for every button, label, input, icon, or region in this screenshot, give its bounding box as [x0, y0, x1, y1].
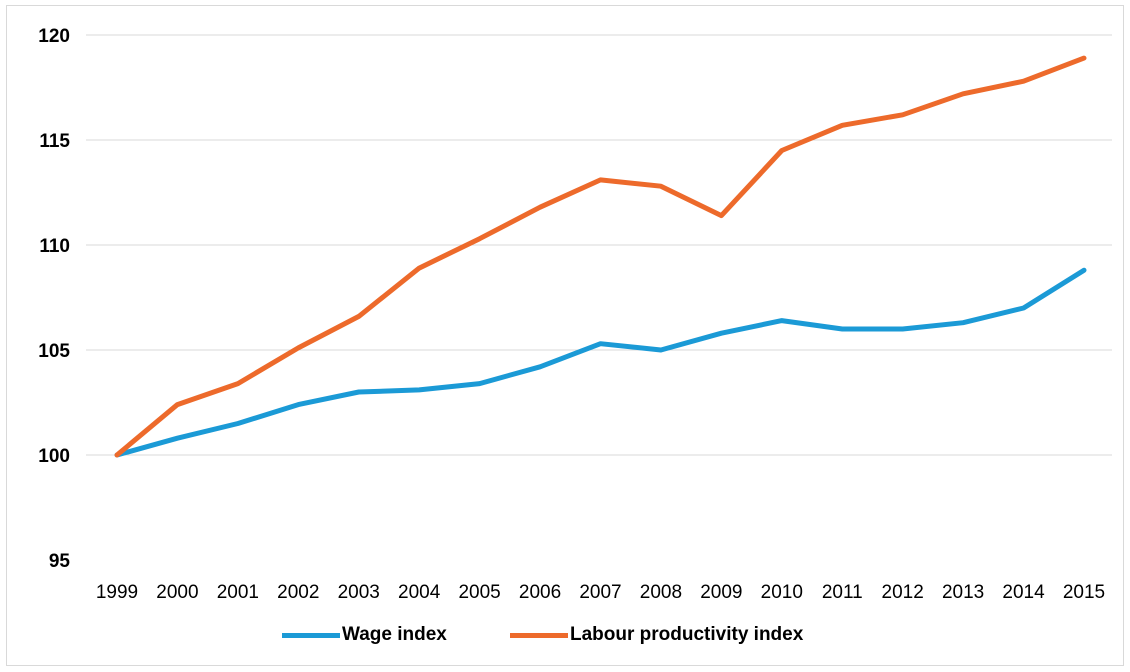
y-tick-label: 115	[39, 131, 70, 152]
legend-swatch-wage-index	[282, 632, 340, 638]
x-tick-label: 2003	[338, 582, 380, 603]
legend-item-wage-index: Wage index	[282, 618, 447, 652]
x-tick-label: 2001	[217, 582, 259, 603]
legend: Wage index Labour productivity index	[0, 618, 1130, 652]
y-tick-label: 95	[49, 551, 71, 572]
x-tick-label: 2011	[822, 582, 863, 603]
y-tick-label: 120	[38, 26, 70, 47]
y-tick-label: 100	[38, 446, 70, 467]
line-chart: 95 100 105 110 115 120 1999 2000 2001 2002 2003 20…	[38, 26, 1112, 603]
x-tick-label: 2013	[942, 582, 984, 603]
x-tick-label: 2008	[640, 582, 682, 603]
series-line-labour-productivity-index	[114, 55, 1087, 458]
x-tick-label: 2002	[277, 582, 319, 603]
y-axis-ticks: 95 100 105 110 115 120	[38, 26, 70, 572]
x-tick-label: 2009	[700, 582, 742, 603]
x-tick-label: 2014	[1002, 582, 1045, 603]
chart-frame	[6, 5, 1124, 666]
y-tick-label: 105	[38, 341, 70, 362]
x-tick-label: 2005	[458, 582, 500, 603]
x-tick-label: 2010	[761, 582, 803, 603]
legend-label-wage-index: Wage index	[342, 624, 447, 645]
x-tick-label: 2000	[156, 582, 198, 603]
x-tick-label: 2007	[579, 582, 621, 603]
legend-item-labour-productivity-index: Labour productivity index	[510, 618, 803, 652]
y-tick-label: 110	[39, 236, 70, 257]
series-line-wage-index	[114, 267, 1087, 458]
x-tick-label: 2006	[519, 582, 561, 603]
gridlines	[86, 34, 1112, 456]
x-tick-label: 2015	[1063, 582, 1105, 603]
x-tick-label: 1999	[96, 582, 138, 603]
x-tick-label: 2004	[398, 582, 441, 603]
x-tick-label: 2012	[882, 582, 924, 603]
legend-label-labour-productivity-index: Labour productivity index	[570, 624, 804, 645]
x-axis-ticks: 1999 2000 2001 2002 2003 2004 2005 2006 2007 2008…	[96, 582, 1105, 603]
legend-swatch-labour-productivity-index	[510, 632, 568, 638]
series-lines	[114, 55, 1087, 458]
